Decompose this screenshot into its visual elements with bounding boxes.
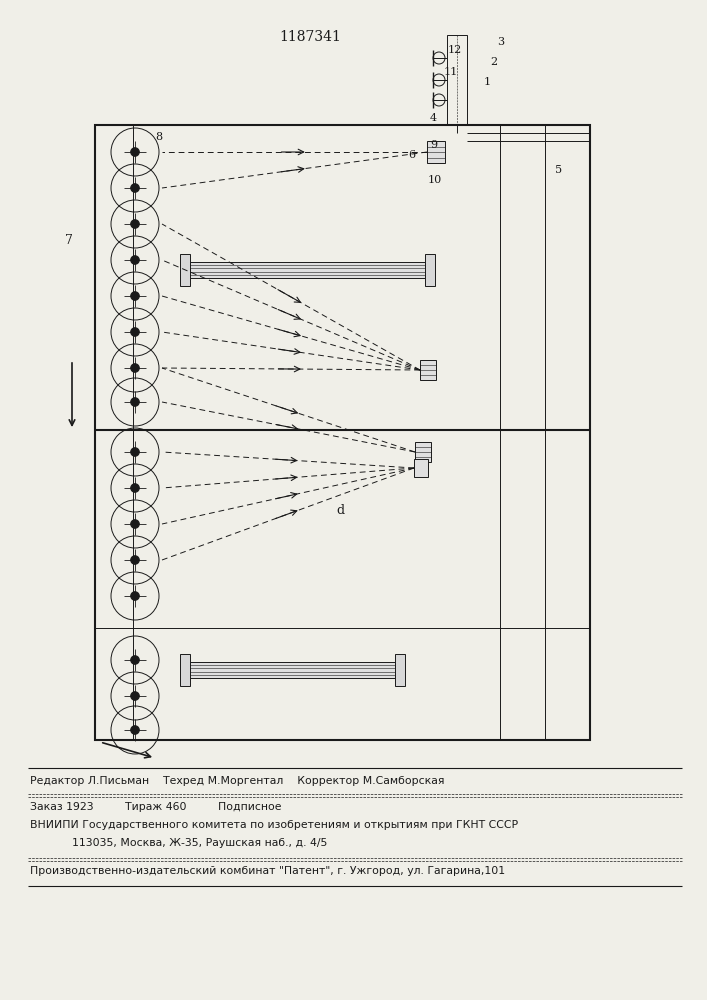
Text: 1: 1 [484, 77, 491, 87]
Bar [190, 662, 395, 678]
Bar [95, 125, 500, 740]
Circle shape [131, 328, 139, 336]
Text: 113035, Москва, Ж-35, Раушская наб., д. 4/5: 113035, Москва, Ж-35, Раушская наб., д. … [72, 838, 327, 848]
Circle shape [131, 556, 139, 564]
Bar [415, 442, 431, 462]
Text: 1187341: 1187341 [279, 30, 341, 44]
Text: 6: 6 [408, 150, 415, 160]
Circle shape [131, 256, 139, 264]
Bar [414, 459, 428, 477]
Bar [95, 125, 590, 740]
Circle shape [131, 184, 139, 192]
Text: 2: 2 [490, 57, 497, 67]
Text: Заказ 1923         Тираж 460         Подписное: Заказ 1923 Тираж 460 Подписное [30, 802, 281, 812]
Text: 11: 11 [444, 67, 458, 77]
Circle shape [131, 364, 139, 372]
Text: 8: 8 [155, 132, 162, 142]
Circle shape [131, 726, 139, 734]
Circle shape [131, 448, 139, 456]
Text: 5: 5 [555, 165, 562, 175]
Text: 3: 3 [497, 37, 504, 47]
Circle shape [131, 656, 139, 664]
Text: 10: 10 [428, 175, 443, 185]
Text: Редактор Л.Письман    Техред М.Моргентал    Корректор М.Самборская: Редактор Л.Письман Техред М.Моргентал Ко… [30, 776, 445, 786]
Circle shape [131, 592, 139, 600]
Bar [425, 254, 435, 286]
Circle shape [131, 220, 139, 228]
Circle shape [131, 484, 139, 492]
Bar [190, 262, 425, 278]
Bar [447, 35, 467, 125]
Text: ВНИИПИ Государственного комитета по изобретениям и открытиям при ГКНТ СССР: ВНИИПИ Государственного комитета по изоб… [30, 820, 518, 830]
Bar [420, 360, 436, 380]
Text: 9: 9 [430, 140, 437, 150]
Circle shape [131, 520, 139, 528]
Circle shape [131, 398, 139, 406]
Bar [395, 654, 405, 686]
Text: d: d [336, 504, 344, 516]
Text: Производственно-издательский комбинат "Патент", г. Ужгород, ул. Гагарина,101: Производственно-издательский комбинат "П… [30, 866, 505, 876]
Text: 7: 7 [65, 233, 73, 246]
Text: 12: 12 [448, 45, 462, 55]
Text: 4: 4 [430, 113, 437, 123]
Bar [180, 254, 190, 286]
Bar [427, 141, 445, 163]
Bar [180, 654, 190, 686]
Circle shape [131, 148, 139, 156]
Circle shape [131, 292, 139, 300]
Circle shape [131, 692, 139, 700]
